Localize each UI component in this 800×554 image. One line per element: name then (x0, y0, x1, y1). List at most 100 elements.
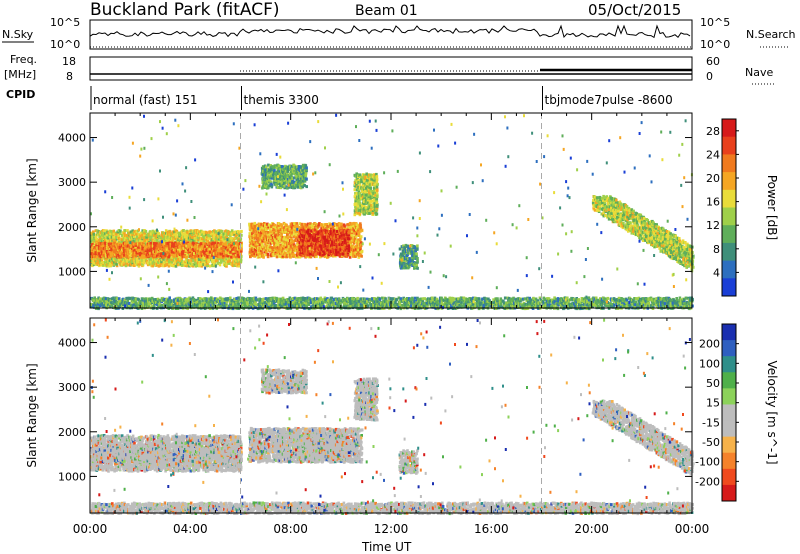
data-cell (261, 243, 264, 247)
data-cell (311, 242, 314, 246)
data-cell (107, 246, 110, 250)
data-cell (122, 263, 126, 267)
data-cell (162, 243, 165, 247)
data-cell (110, 251, 113, 254)
data-cell (322, 247, 326, 251)
data-cell (198, 251, 201, 255)
data-cell (183, 237, 187, 241)
data-cell (291, 171, 294, 175)
data-cell (156, 259, 160, 263)
data-cell (90, 255, 93, 259)
data-cell (353, 173, 357, 177)
data-cell (346, 235, 349, 239)
data-cell (185, 244, 188, 248)
data-cell (182, 229, 185, 232)
data-cell (186, 230, 189, 234)
data-cell (119, 229, 122, 233)
data-cell (133, 255, 136, 258)
data-cell (316, 243, 320, 246)
data-cell (158, 242, 162, 246)
data-cell (182, 255, 186, 259)
data-cell (295, 222, 299, 226)
data-cell (292, 239, 295, 243)
data-cell (362, 183, 365, 187)
data-cell (234, 246, 237, 250)
data-cell (294, 247, 297, 251)
data-cell (267, 233, 270, 237)
data-cell (144, 239, 148, 243)
data-cell (121, 235, 125, 239)
data-cell (134, 245, 137, 249)
data-cell (294, 235, 297, 238)
data-cell (125, 261, 129, 265)
data-cell (348, 255, 352, 259)
data-cell (263, 250, 267, 254)
data-cell (279, 255, 283, 259)
data-cell (359, 194, 362, 198)
data-cell (184, 234, 187, 238)
data-cell (200, 264, 204, 268)
data-cell (319, 232, 322, 236)
data-cell (277, 164, 281, 168)
data-cell (102, 235, 106, 239)
data-cell (210, 255, 213, 259)
data-cell (197, 257, 201, 261)
data-cell (194, 244, 197, 248)
nsky-label: N.Sky (2, 28, 34, 41)
data-cell (302, 171, 306, 175)
data-cell (265, 177, 268, 181)
data-cell (261, 239, 264, 243)
data-cell (276, 235, 280, 239)
data-cell (292, 186, 295, 190)
data-cell (190, 258, 193, 262)
data-cell (272, 170, 276, 174)
data-cell (333, 246, 337, 250)
data-cell (262, 235, 266, 239)
data-cell (273, 246, 276, 250)
data-cell (296, 165, 299, 169)
data-cell (185, 252, 189, 256)
data-cell (157, 232, 160, 236)
data-cell (208, 255, 212, 259)
data-cell (363, 194, 366, 198)
data-cell (308, 236, 311, 240)
data-cell (227, 232, 230, 236)
data-cell (284, 223, 288, 227)
data-cell (293, 226, 296, 230)
data-cell (353, 188, 357, 192)
data-cell (363, 212, 366, 216)
data-cell (362, 181, 365, 185)
data-cell (261, 165, 265, 169)
data-cell (143, 252, 147, 255)
data-cell (262, 226, 266, 230)
data-cell (256, 237, 260, 240)
data-cell (129, 234, 133, 238)
data-cell (314, 244, 317, 248)
data-cell (287, 177, 290, 181)
data-cell (303, 242, 307, 246)
data-cell (257, 246, 260, 250)
data-cell (114, 256, 117, 260)
data-cell (97, 244, 101, 248)
data-cell (325, 230, 329, 234)
data-cell (148, 258, 152, 262)
data-cell (290, 224, 293, 228)
data-cell (184, 264, 187, 268)
data-cell (203, 246, 206, 250)
data-cell (115, 241, 119, 245)
data-cell (232, 255, 235, 258)
data-cell (262, 169, 265, 173)
data-cell (148, 230, 152, 234)
data-cell (268, 175, 271, 179)
data-cell (254, 248, 258, 252)
data-cell (255, 233, 259, 237)
data-cell (309, 222, 312, 226)
data-cell (194, 264, 198, 268)
data-cell (214, 250, 217, 254)
data-cell (184, 232, 187, 236)
data-cell (164, 229, 168, 233)
data-cell (207, 260, 210, 264)
data-cell (164, 238, 167, 242)
data-cell (199, 255, 202, 259)
data-cell (277, 237, 280, 240)
